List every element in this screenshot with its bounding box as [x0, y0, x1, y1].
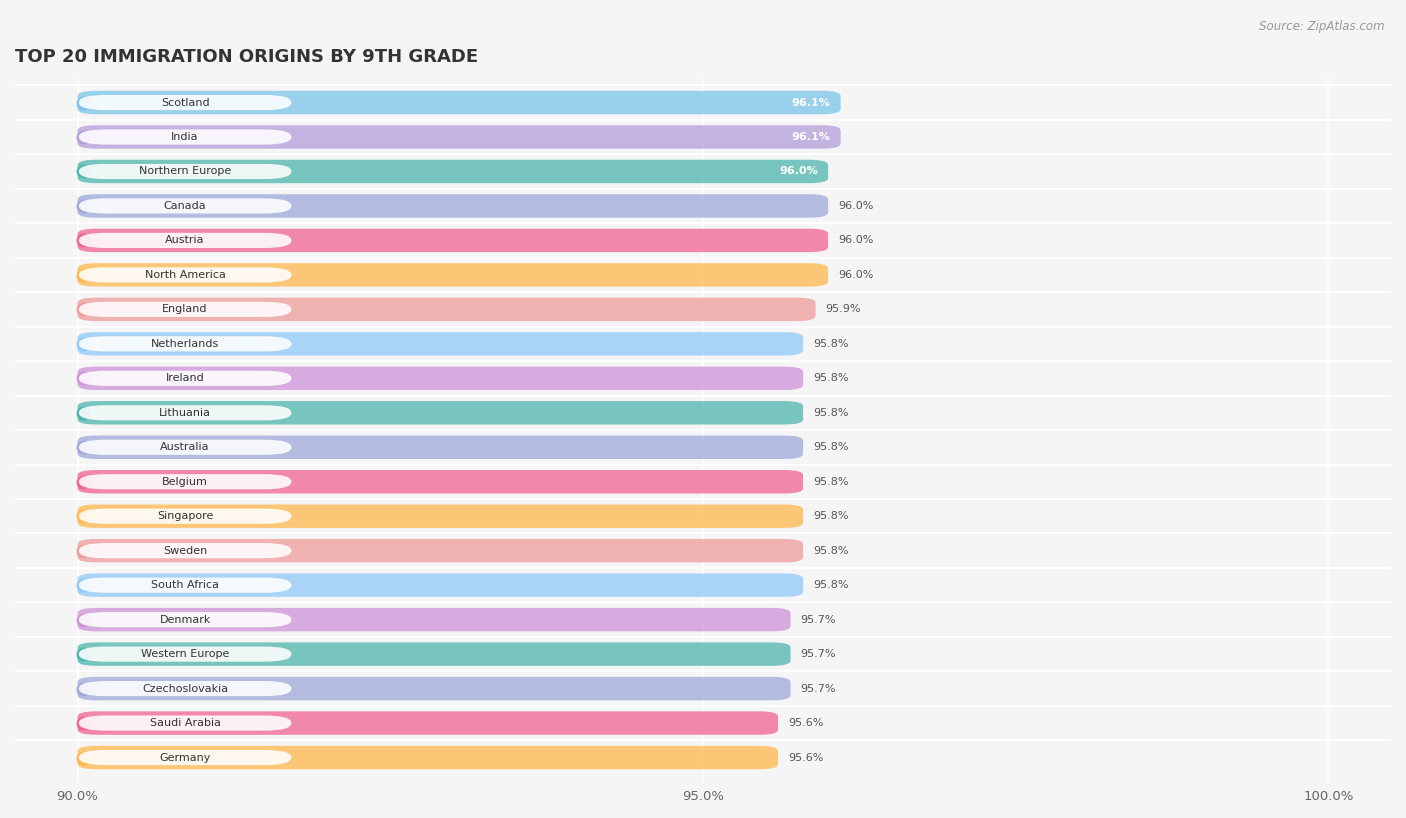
Text: North America: North America [145, 270, 225, 280]
Text: Canada: Canada [165, 201, 207, 211]
Text: Netherlands: Netherlands [150, 339, 219, 348]
FancyBboxPatch shape [79, 233, 291, 248]
FancyBboxPatch shape [77, 263, 828, 286]
Text: 95.8%: 95.8% [813, 477, 849, 487]
FancyBboxPatch shape [79, 440, 291, 455]
FancyBboxPatch shape [77, 539, 803, 563]
FancyBboxPatch shape [77, 573, 803, 597]
Text: England: England [162, 304, 208, 314]
Text: Scotland: Scotland [160, 97, 209, 107]
FancyBboxPatch shape [77, 332, 803, 356]
FancyBboxPatch shape [79, 646, 291, 662]
Text: Western Europe: Western Europe [141, 649, 229, 659]
Text: Austria: Austria [166, 236, 205, 245]
Text: 95.8%: 95.8% [813, 580, 849, 590]
Text: 95.7%: 95.7% [800, 649, 837, 659]
Text: Northern Europe: Northern Europe [139, 167, 231, 177]
Text: India: India [172, 132, 198, 142]
FancyBboxPatch shape [79, 750, 291, 765]
Text: Singapore: Singapore [157, 511, 214, 521]
Text: 95.8%: 95.8% [813, 511, 849, 521]
Text: 95.8%: 95.8% [813, 373, 849, 384]
FancyBboxPatch shape [79, 267, 291, 282]
FancyBboxPatch shape [77, 401, 803, 425]
Text: 96.1%: 96.1% [792, 97, 831, 107]
FancyBboxPatch shape [79, 716, 291, 730]
FancyBboxPatch shape [79, 302, 291, 317]
Text: Belgium: Belgium [162, 477, 208, 487]
Text: 96.0%: 96.0% [838, 201, 873, 211]
Text: 96.0%: 96.0% [838, 270, 873, 280]
Text: Lithuania: Lithuania [159, 408, 211, 418]
Text: 95.8%: 95.8% [813, 443, 849, 452]
FancyBboxPatch shape [77, 676, 790, 700]
Text: Australia: Australia [160, 443, 209, 452]
FancyBboxPatch shape [77, 194, 828, 218]
Text: 95.7%: 95.7% [800, 684, 837, 694]
Text: Ireland: Ireland [166, 373, 204, 384]
FancyBboxPatch shape [79, 578, 291, 593]
Text: 95.8%: 95.8% [813, 546, 849, 555]
FancyBboxPatch shape [79, 509, 291, 524]
Text: 96.1%: 96.1% [792, 132, 831, 142]
FancyBboxPatch shape [79, 129, 291, 145]
Text: 95.8%: 95.8% [813, 339, 849, 348]
FancyBboxPatch shape [77, 712, 778, 735]
FancyBboxPatch shape [77, 435, 803, 459]
FancyBboxPatch shape [79, 405, 291, 420]
Text: 95.7%: 95.7% [800, 614, 837, 625]
FancyBboxPatch shape [77, 160, 828, 183]
FancyBboxPatch shape [77, 298, 815, 321]
FancyBboxPatch shape [77, 608, 790, 631]
FancyBboxPatch shape [77, 642, 790, 666]
Text: 95.6%: 95.6% [787, 718, 824, 728]
Text: Czechoslovakia: Czechoslovakia [142, 684, 228, 694]
FancyBboxPatch shape [79, 371, 291, 386]
Text: TOP 20 IMMIGRATION ORIGINS BY 9TH GRADE: TOP 20 IMMIGRATION ORIGINS BY 9TH GRADE [15, 47, 478, 65]
FancyBboxPatch shape [79, 198, 291, 213]
Text: 95.6%: 95.6% [787, 753, 824, 762]
Text: Germany: Germany [159, 753, 211, 762]
FancyBboxPatch shape [77, 505, 803, 528]
Text: Saudi Arabia: Saudi Arabia [149, 718, 221, 728]
Text: 95.8%: 95.8% [813, 408, 849, 418]
Text: Source: ZipAtlas.com: Source: ZipAtlas.com [1260, 20, 1385, 34]
Text: South Africa: South Africa [150, 580, 219, 590]
FancyBboxPatch shape [77, 91, 841, 115]
FancyBboxPatch shape [79, 543, 291, 558]
FancyBboxPatch shape [77, 470, 803, 493]
Text: 95.9%: 95.9% [825, 304, 860, 314]
Text: 96.0%: 96.0% [838, 236, 873, 245]
FancyBboxPatch shape [79, 612, 291, 627]
Text: Sweden: Sweden [163, 546, 207, 555]
FancyBboxPatch shape [79, 336, 291, 352]
FancyBboxPatch shape [77, 125, 841, 149]
FancyBboxPatch shape [79, 95, 291, 110]
FancyBboxPatch shape [77, 366, 803, 390]
Text: Denmark: Denmark [159, 614, 211, 625]
FancyBboxPatch shape [79, 164, 291, 179]
FancyBboxPatch shape [77, 746, 778, 769]
FancyBboxPatch shape [79, 474, 291, 489]
Text: 96.0%: 96.0% [779, 167, 818, 177]
FancyBboxPatch shape [79, 681, 291, 696]
FancyBboxPatch shape [77, 229, 828, 252]
